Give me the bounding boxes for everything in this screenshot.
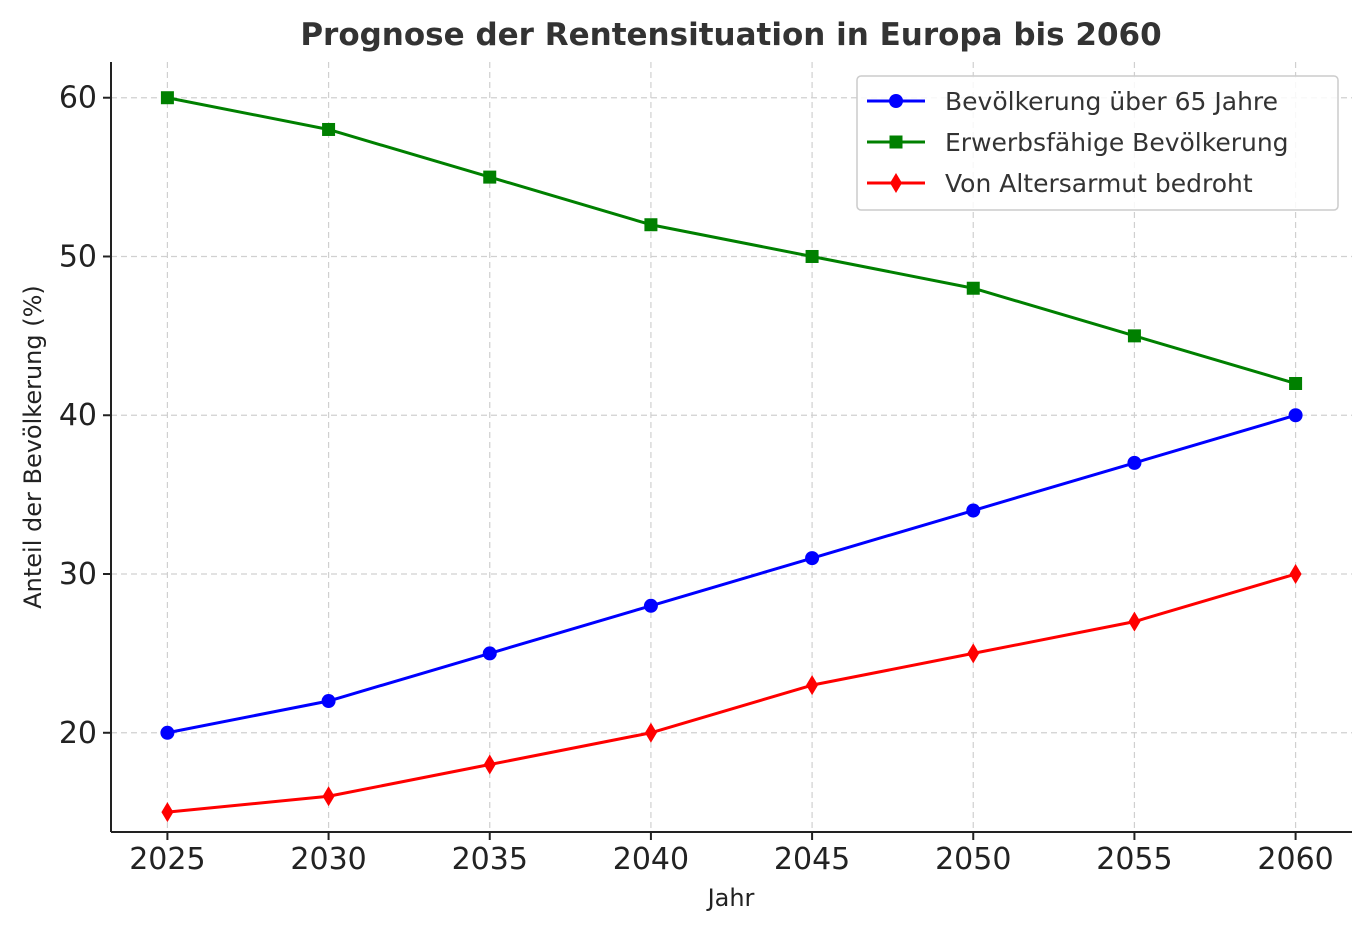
data-point [322, 122, 336, 136]
x-tick-label: 2035 [452, 842, 528, 877]
data-point [160, 725, 175, 740]
data-point [805, 551, 820, 566]
legend-entry: Bevölkerung über 65 Jahre [867, 87, 1278, 116]
data-point [1289, 564, 1302, 585]
ticks: 2025 2030 2035 2040 2045 2050 2055 206020304050… [59, 81, 1334, 877]
legend-label: Erwerbsfähige Bevölkerung [945, 128, 1289, 157]
data-point [644, 722, 657, 743]
data-point [483, 170, 497, 184]
data-point [1127, 329, 1141, 343]
y-tick-label: 20 [59, 716, 97, 751]
legend-marker [890, 173, 902, 193]
series-2 [160, 91, 1303, 390]
legend-label: Von Altersarmut bedroht [945, 169, 1253, 198]
data-point [1128, 611, 1141, 632]
x-tick-label: 2045 [774, 842, 850, 877]
data-point [160, 91, 174, 105]
axes [110, 62, 1352, 833]
legend-label: Bevölkerung über 65 Jahre [945, 87, 1278, 116]
series-line [167, 413, 1297, 735]
legend-entry: Von Altersarmut bedroht [867, 169, 1253, 198]
legend: Bevölkerung über 65 Jahre Erwerbsfähige B… [856, 75, 1339, 211]
data-point [322, 786, 335, 807]
grid-lines [111, 62, 1352, 832]
x-tick-label: 2055 [1096, 842, 1172, 877]
data-point [805, 249, 819, 263]
series-line [167, 96, 1297, 385]
data-point [806, 675, 819, 696]
data-point [321, 694, 336, 709]
data-point [482, 646, 497, 661]
series-1 [160, 408, 1303, 740]
legend-entry: Erwerbsfähige Bevölkerung [867, 128, 1289, 157]
y-tick-label: 40 [59, 398, 97, 433]
data-point [161, 802, 174, 823]
x-axis-label: Jahr [706, 884, 755, 912]
series-line [167, 572, 1297, 814]
series-layer [160, 91, 1303, 823]
series-3 [161, 564, 1302, 823]
legend-box [856, 75, 1339, 211]
y-tick-label: 60 [59, 81, 97, 116]
legend-marker [889, 135, 903, 149]
y-axis-label: Anteil der Bevölkerung (%) [19, 285, 47, 609]
data-point [966, 281, 980, 295]
chart-title: Prognose der Rentensituation in Europa b… [300, 17, 1161, 53]
x-tick-label: 2030 [290, 842, 366, 877]
data-point [1288, 408, 1303, 423]
y-tick-label: 30 [59, 557, 97, 592]
x-tick-label: 2050 [935, 842, 1011, 877]
legend-marker [889, 94, 903, 108]
data-point [643, 598, 658, 613]
data-point [967, 643, 980, 664]
data-point [1127, 455, 1142, 470]
x-tick-label: 2060 [1257, 842, 1333, 877]
x-tick-label: 2040 [613, 842, 689, 877]
data-point [483, 754, 496, 775]
data-point [1289, 376, 1303, 390]
x-tick-label: 2025 [129, 842, 205, 877]
data-point [644, 218, 658, 232]
data-point [966, 503, 981, 518]
y-tick-label: 50 [59, 239, 97, 274]
